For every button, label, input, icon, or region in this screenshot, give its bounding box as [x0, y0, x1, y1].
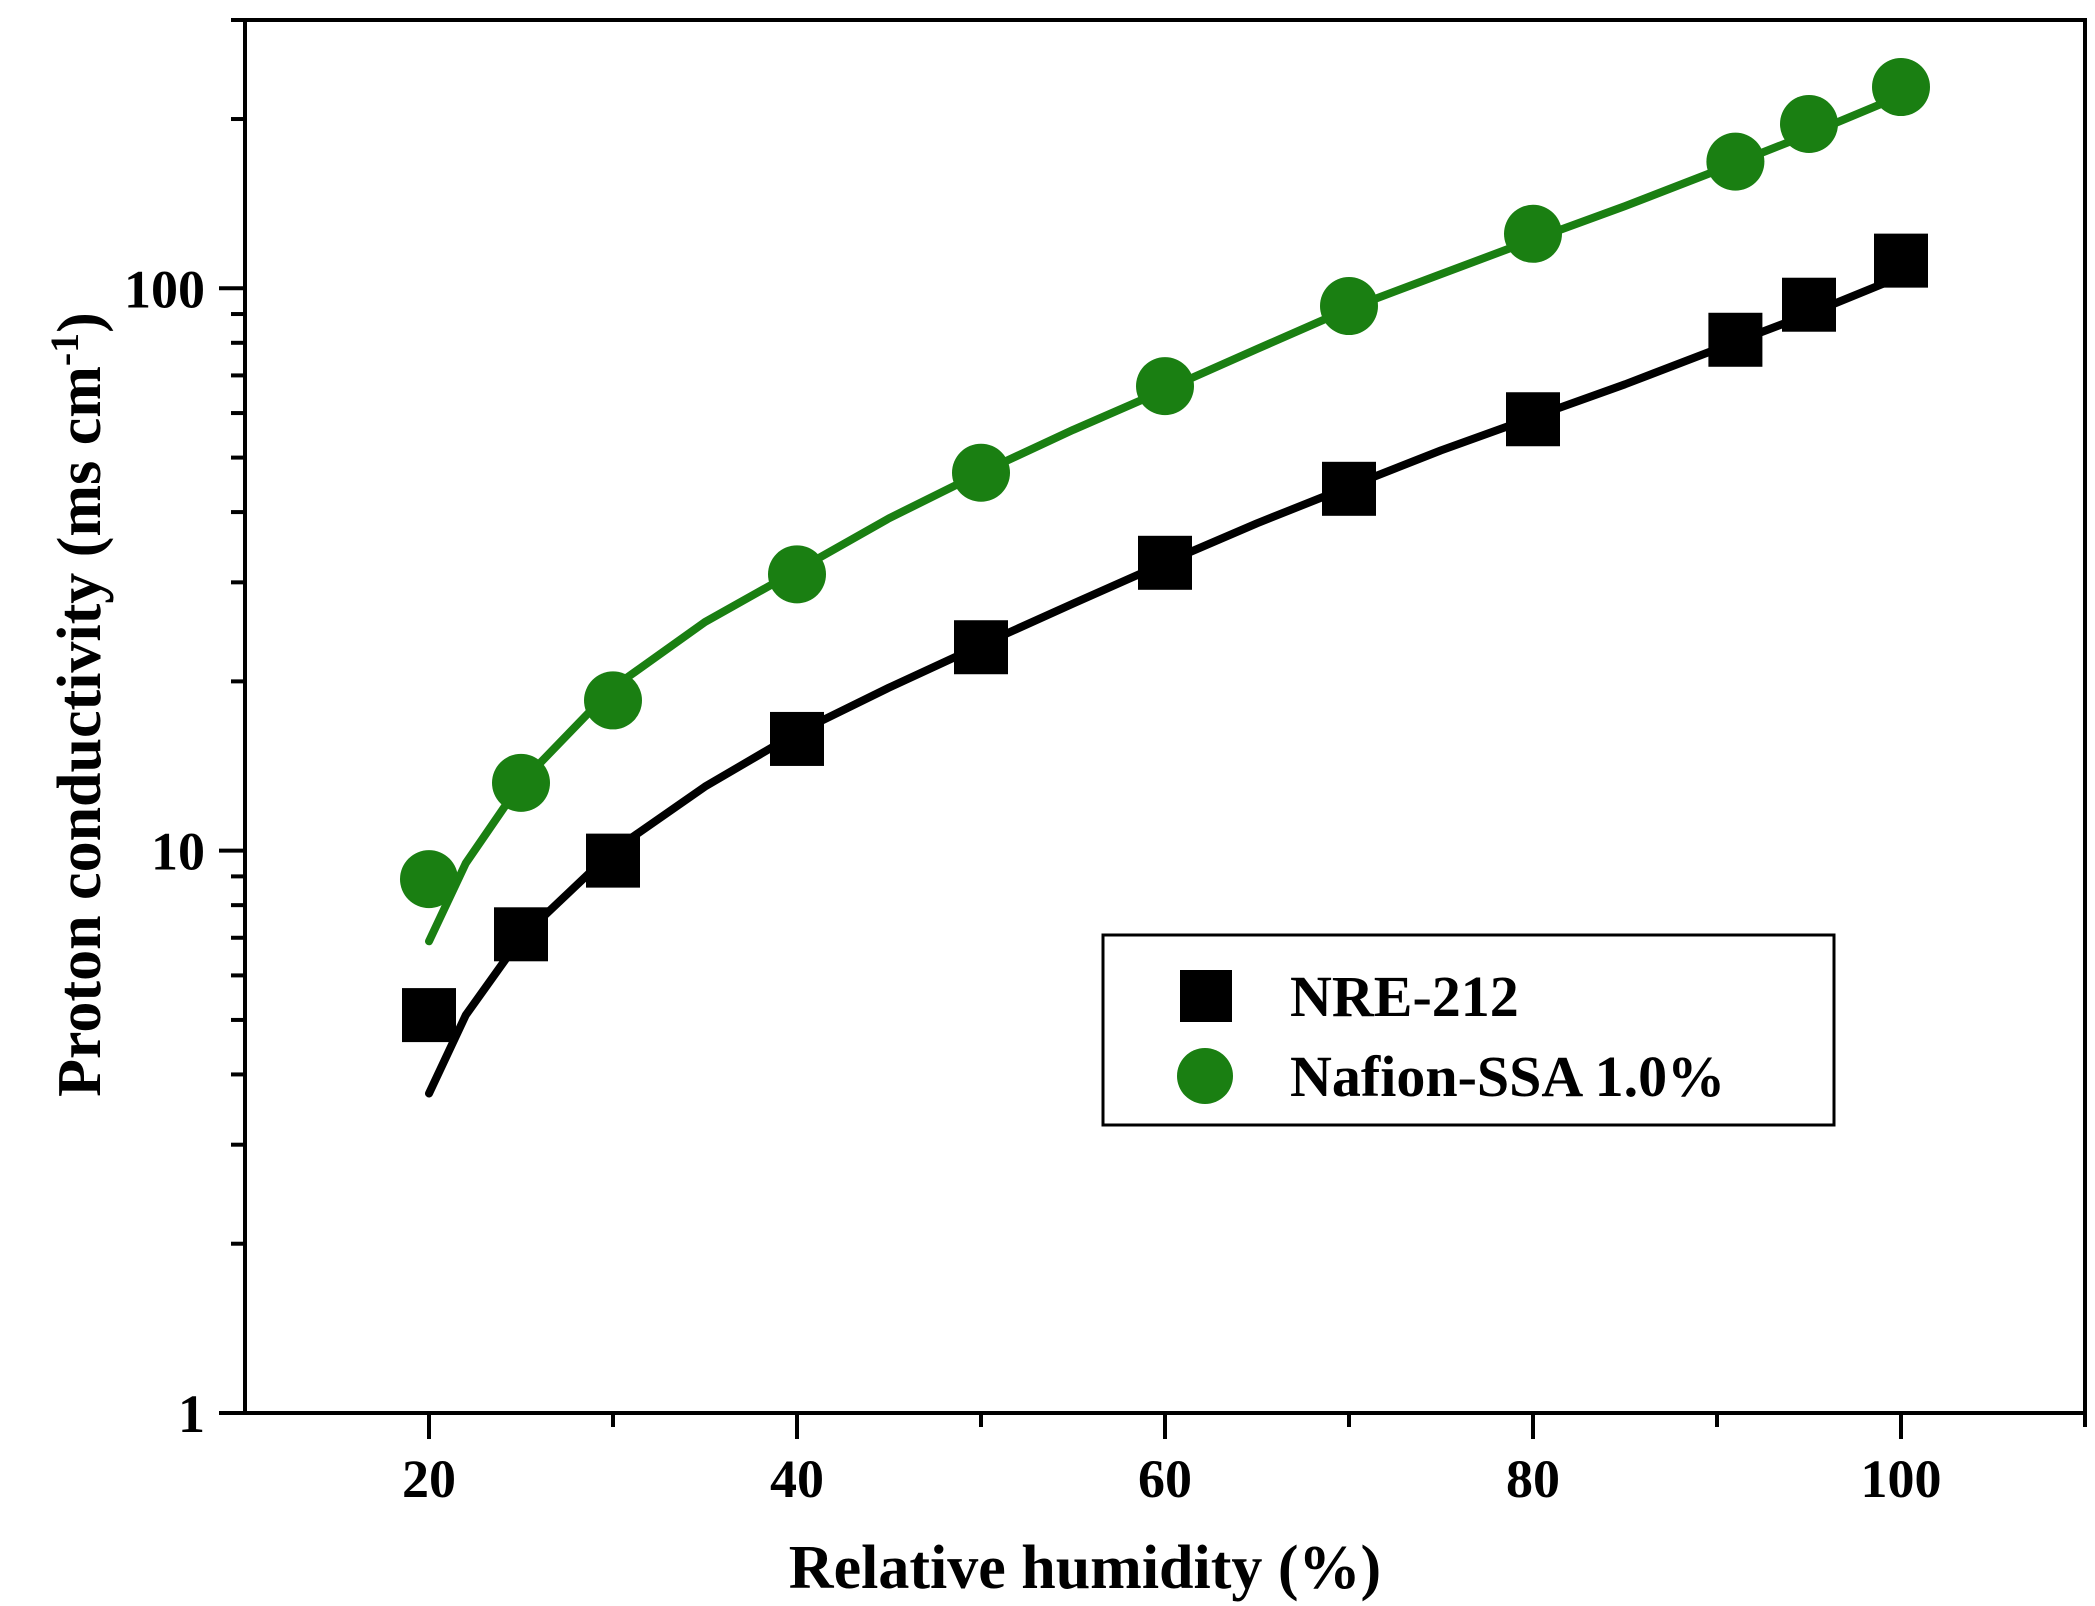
x-tick-label: 80	[1506, 1449, 1560, 1509]
point-nre-212	[402, 988, 456, 1043]
point-nre-212	[954, 620, 1008, 675]
point-nre-212	[1708, 312, 1763, 367]
y-axis-ticks: 1 10 100	[124, 18, 245, 1444]
point-nafion-ssa	[952, 443, 1010, 502]
y-axis-title-close: )	[46, 312, 114, 333]
point-nre-212	[770, 711, 824, 766]
point-nre-212	[1782, 277, 1836, 332]
point-nre-212	[1138, 535, 1192, 590]
point-nafion-ssa	[400, 850, 458, 909]
point-nre-212	[586, 833, 640, 888]
x-tick-label: 20	[402, 1449, 456, 1509]
y-axis-title-superscript: -1	[42, 333, 87, 366]
point-nafion-ssa	[584, 671, 642, 730]
point-nafion-ssa	[768, 545, 826, 604]
legend-label-nre-212: NRE-212	[1290, 964, 1519, 1029]
x-axis-title: Relative humidity (%)	[789, 1534, 1381, 1602]
point-nafion-ssa	[1504, 204, 1562, 263]
x-tick-label: 40	[770, 1449, 824, 1509]
point-nafion-ssa	[1136, 357, 1194, 416]
point-nre-212	[1322, 461, 1376, 516]
point-nafion-ssa	[1780, 94, 1838, 153]
point-nafion-ssa	[1872, 58, 1930, 117]
y-axis-title-main: Proton conductivity (ms cm	[46, 366, 114, 1097]
legend: NRE-212 Nafion-SSA 1.0%	[1101, 933, 1836, 1127]
x-tick-label: 100	[1861, 1449, 1942, 1509]
point-nre-212	[1506, 392, 1560, 447]
y-tick-label: 1	[178, 1384, 205, 1444]
data-points	[400, 58, 1930, 1043]
point-nafion-ssa	[492, 753, 550, 812]
x-axis-ticks: 20 40 60 80 100	[402, 1413, 2087, 1509]
y-axis-title: Proton conductivity (ms cm-1)	[42, 312, 115, 1097]
point-nre-212	[1874, 233, 1928, 288]
y-tick-label: 10	[151, 822, 205, 882]
y-tick-label: 100	[124, 259, 205, 319]
legend-marker-nre-212	[1180, 970, 1232, 1022]
point-nafion-ssa	[1320, 277, 1378, 336]
legend-label-nafion-ssa: Nafion-SSA 1.0%	[1290, 1044, 1725, 1109]
legend-marker-nafion-ssa	[1177, 1048, 1233, 1104]
point-nre-212	[494, 907, 548, 962]
point-nafion-ssa	[1706, 132, 1765, 191]
x-tick-label: 60	[1138, 1449, 1192, 1509]
